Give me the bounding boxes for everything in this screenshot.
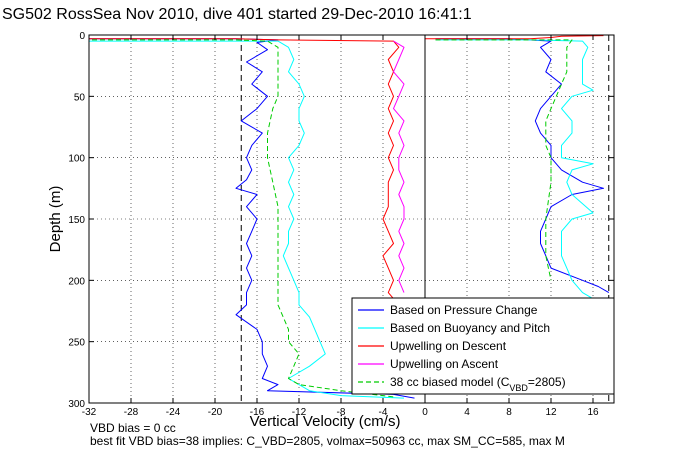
x-tick-label-10: 8 — [506, 407, 512, 418]
series-2-segment-1 — [425, 35, 604, 40]
x-tick-label-0: -32 — [82, 407, 97, 418]
y-tick-label-3: 150 — [68, 215, 85, 226]
y-tick-label-6: 300 — [68, 399, 85, 410]
y-tick-label-0: 0 — [79, 31, 85, 42]
y-tick-label-5: 250 — [68, 338, 85, 349]
series-1-segment-1 — [435, 39, 594, 300]
data-series — [89, 35, 610, 399]
legend-box — [351, 297, 615, 395]
x-tick-label-4: -16 — [250, 407, 265, 418]
series-4-segment-1 — [435, 39, 573, 281]
x-tick-label-11: 12 — [545, 407, 557, 418]
series-1-segment-0 — [89, 40, 405, 399]
x-tick-label-2: -24 — [166, 407, 181, 418]
x-tick-label-12: 16 — [587, 407, 599, 418]
series-3-segment-0 — [393, 40, 405, 293]
x-tick-label-6: -8 — [337, 407, 346, 418]
legend-label-1: Based on Buoyancy and Pitch — [390, 321, 550, 335]
y-axis-ticks: 0 50 100 150 200 250 300 — [68, 31, 614, 410]
y-axis-label: Depth (m) — [47, 186, 64, 253]
x-tick-label-1: -28 — [124, 407, 139, 418]
x-tick-label-5: -12 — [292, 407, 307, 418]
y-tick-label-2: 100 — [68, 154, 85, 165]
x-axis-label: Vertical Velocity (cm/s) — [250, 413, 401, 430]
series-2-segment-0 — [89, 38, 400, 300]
legend-label-2: Upwelling on Descent — [390, 339, 507, 353]
x-tick-label-7: -4 — [379, 407, 388, 418]
y-tick-label-1: 50 — [74, 92, 86, 103]
series-0-segment-0 — [89, 38, 415, 399]
legend-label-3: Upwelling on Ascent — [390, 357, 499, 371]
chart-title: SG502 RossSea Nov 2010, dive 401 started… — [2, 6, 472, 23]
legend-label-0: Based on Pressure Change — [390, 303, 538, 317]
series-0-segment-1 — [435, 38, 610, 294]
series-4-segment-0 — [89, 39, 394, 398]
chart-legend: Based on Pressure Change Based on Buoyanc… — [351, 297, 615, 395]
x-axis-ticks: -32 -28 -24 -20 -16 -12 -8 -4 0 4 8 12 16 — [82, 35, 599, 418]
x-tick-label-8: 0 — [422, 407, 428, 418]
x-tick-label-9: 4 — [464, 407, 470, 418]
y-tick-label-4: 200 — [68, 276, 85, 287]
footnote-best-fit: best fit VBD bias=38 implies: C_VBD=2805… — [90, 434, 565, 448]
footnote-vbd-bias: VBD bias = 0 cc — [90, 421, 176, 435]
x-tick-label-3: -20 — [208, 407, 223, 418]
